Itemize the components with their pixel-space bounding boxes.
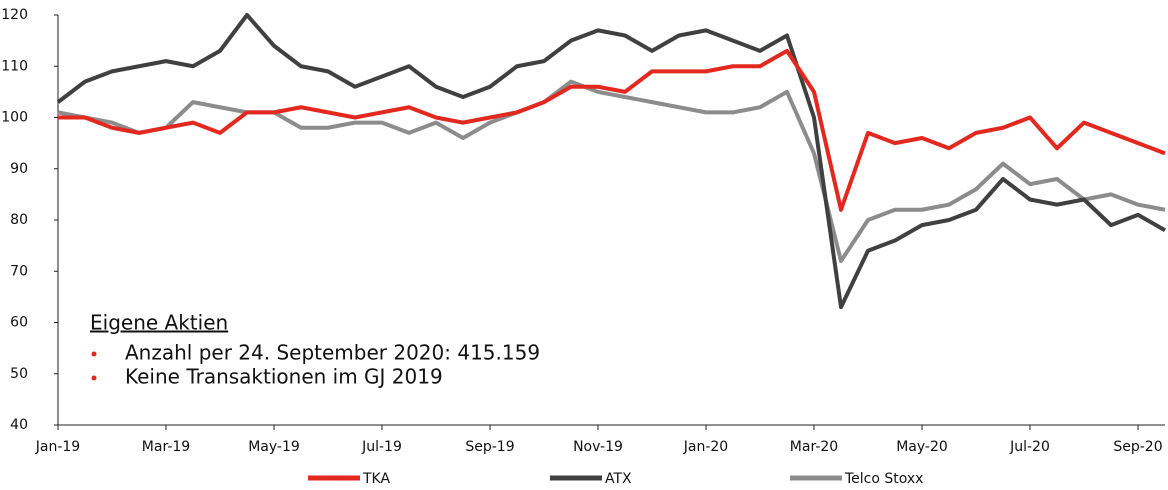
annotation-item: Anzahl per 24. September 2020: 415.159	[125, 341, 540, 365]
series-line	[56, 13, 1166, 310]
x-tick-label: Jan-20	[683, 439, 728, 455]
y-tick-label: 120	[1, 7, 28, 23]
series-line	[57, 79, 1166, 263]
x-tick-label: May-20	[896, 439, 948, 455]
y-tick-label: 110	[1, 58, 28, 74]
y-tick-label: 90	[10, 161, 28, 177]
y-tick-label: 40	[10, 417, 28, 433]
y-tick-label: 100	[1, 110, 28, 126]
x-tick-label: Mar-19	[142, 439, 190, 455]
legend-label: TKA	[362, 471, 390, 487]
y-tick-label: 80	[10, 212, 28, 228]
annotation-item: Keine Transaktionen im GJ 2019	[125, 365, 443, 389]
x-tick-label: Sep-19	[465, 439, 514, 455]
y-tick-label: 50	[10, 366, 28, 382]
bullet	[91, 351, 97, 357]
x-tick-label: Nov-19	[573, 439, 623, 455]
series-line	[58, 48, 1166, 212]
annotation-title: Eigene Aktien	[90, 311, 228, 335]
y-tick-label: 70	[10, 263, 28, 279]
legend-label: ATX	[605, 471, 632, 487]
legend-label: Telco Stoxx	[844, 471, 923, 487]
x-tick-label: Jul-20	[1009, 439, 1050, 455]
x-tick-label: Jan-19	[35, 439, 80, 455]
bullet	[91, 375, 97, 381]
x-tick-label: Sep-20	[1113, 439, 1162, 455]
x-tick-label: Jul-19	[361, 439, 402, 455]
x-tick-label: May-19	[248, 439, 300, 455]
y-tick-label: 60	[10, 315, 28, 331]
x-tick-label: Mar-20	[790, 439, 838, 455]
